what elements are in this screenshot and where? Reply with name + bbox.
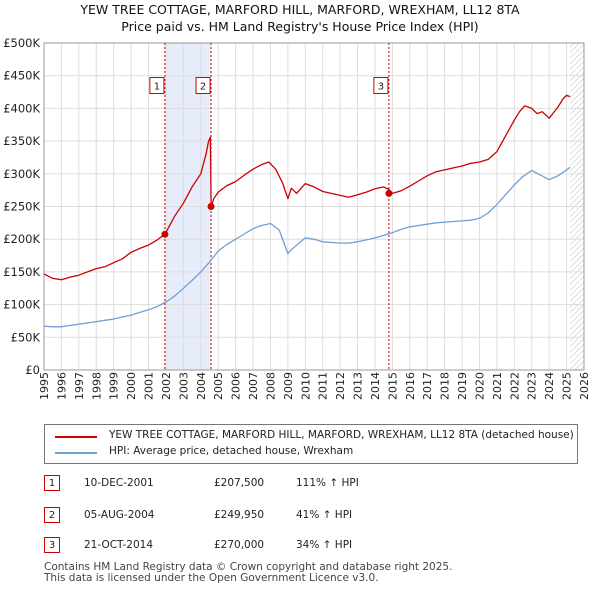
hpi-line (43, 166, 571, 328)
x-tick-label: 2003 (177, 372, 190, 400)
sale-date: 21-OCT-2014 (84, 539, 153, 551)
x-tick-label: 1998 (90, 372, 103, 400)
x-tick-label: 2006 (230, 372, 243, 400)
chart-subtitle: Price paid vs. HM Land Registry's House … (121, 19, 479, 34)
sale-point (385, 189, 393, 197)
x-tick-label: 2020 (473, 372, 486, 400)
sale-date: 10-DEC-2001 (84, 477, 154, 489)
sale-label-text: 3 (378, 82, 384, 93)
x-tick-label: 2019 (456, 372, 469, 400)
sale-label-box (149, 77, 165, 95)
legend-swatch-property (55, 436, 97, 438)
y-tick-label: £150K (3, 265, 40, 279)
sale-label-text: 1 (154, 82, 160, 93)
chart-title: YEW TREE COTTAGE, MARFORD HILL, MARFORD,… (80, 2, 520, 17)
sale-date: 05-AUG-2004 (84, 509, 155, 521)
x-tick-label: 2015 (386, 372, 399, 400)
sale-hpi-change: 34% ↑ HPI (296, 539, 353, 551)
plot-border (43, 42, 585, 371)
sale-marker-badge: 1 (44, 475, 60, 491)
x-tick-label: 2008 (264, 372, 277, 400)
sale-price: £249,950 (214, 509, 265, 521)
y-tick-label: £500K (3, 36, 40, 50)
y-tick-label: £350K (3, 134, 40, 148)
y-tick-label: £100K (3, 298, 40, 312)
legend-swatch-hpi (55, 452, 97, 454)
y-tick-label: £400K (3, 101, 40, 115)
sale-point (161, 230, 169, 238)
sale-label-box (195, 77, 211, 95)
x-tick-label: 2022 (508, 372, 521, 400)
x-tick-label: 2023 (526, 372, 539, 400)
x-tick-label: 2000 (125, 372, 138, 400)
x-tick-label: 2002 (160, 372, 173, 400)
y-tick-label: £250K (3, 200, 40, 214)
x-tick-label: 2025 (561, 372, 574, 400)
x-tick-label: 2004 (195, 372, 208, 400)
x-tick-label: 2007 (247, 372, 260, 400)
x-tick-label: 2013 (352, 372, 365, 400)
x-tick-label: 2005 (212, 372, 225, 400)
x-tick-label: 2009 (282, 372, 295, 400)
sale-price: £207,500 (214, 477, 265, 489)
price-chart: £0 £50K £100K £150K £200K £250K £300K £350K £400… (3, 36, 591, 400)
x-tick-label: 1995 (38, 372, 51, 400)
x-tick-label: 2017 (421, 372, 434, 400)
y-tick-label: £300K (3, 167, 40, 181)
footer-licence: This data is licensed under the Open Gov… (44, 572, 379, 584)
sale-row: 1 10-DEC-2001 £207,500 111% ↑ HPI (44, 475, 584, 495)
legend-label-hpi: HPI: Average price, detached house, Wrex… (109, 445, 354, 457)
sale-row: 2 05-AUG-2004 £249,950 41% ↑ HPI (44, 507, 584, 527)
x-tick-label: 2021 (491, 372, 504, 400)
sale-price: £270,000 (214, 539, 265, 551)
property-price-line (43, 94, 571, 281)
x-tick-label: 2012 (334, 372, 347, 400)
sale-hpi-change: 41% ↑ HPI (296, 509, 353, 521)
x-tick-label: 2014 (369, 372, 382, 400)
sale-marker-badge: 2 (44, 507, 60, 523)
y-tick-label: £50K (11, 330, 41, 344)
sale-label-box (373, 77, 389, 95)
sale-marker-badge: 3 (44, 537, 60, 553)
y-tick-label: £0 (25, 363, 40, 377)
x-tick-label: 2010 (299, 372, 312, 400)
x-tick-label: 1996 (55, 372, 68, 400)
x-tick-label: 2026 (578, 372, 591, 400)
legend-label-property: YEW TREE COTTAGE, MARFORD HILL, MARFORD,… (109, 429, 574, 441)
y-tick-label: £200K (3, 232, 40, 246)
x-tick-label: 1997 (73, 372, 86, 400)
x-tick-label: 2018 (439, 372, 452, 400)
sale-row: 3 21-OCT-2014 £270,000 34% ↑ HPI (44, 537, 584, 557)
y-tick-label: £450K (3, 69, 40, 83)
footer-copyright: Contains HM Land Registry data © Crown c… (44, 561, 453, 573)
sale-label-text: 2 (200, 82, 206, 93)
legend: YEW TREE COTTAGE, MARFORD HILL, MARFORD,… (44, 424, 578, 464)
x-tick-label: 2001 (143, 372, 156, 400)
x-tick-label: 2011 (317, 372, 330, 400)
sale-hpi-change: 111% ↑ HPI (296, 477, 359, 489)
x-tick-label: 2016 (404, 372, 417, 400)
x-tick-label: 2024 (543, 372, 556, 400)
x-tick-label: 1999 (108, 372, 121, 400)
sale-point (207, 203, 215, 211)
